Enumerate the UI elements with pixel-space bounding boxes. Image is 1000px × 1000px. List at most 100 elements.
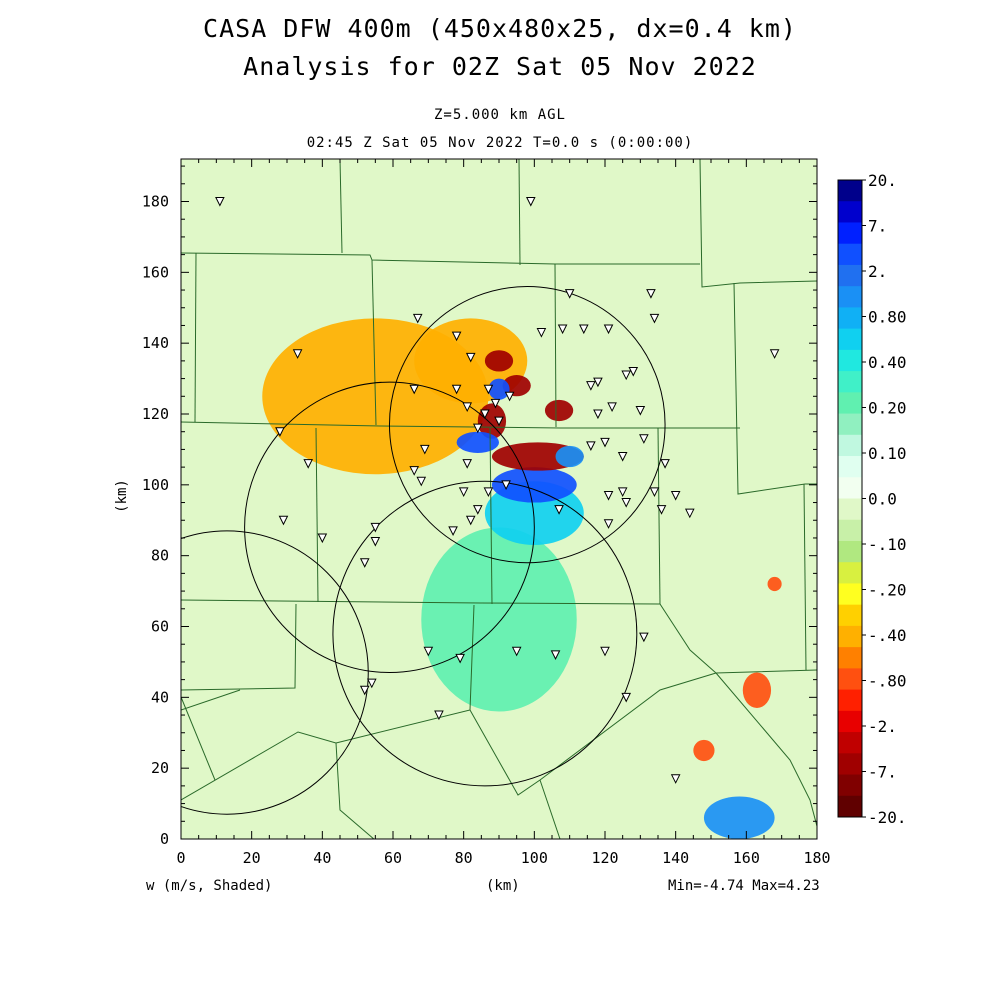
station-marker [465, 515, 476, 526]
chart-title: CASA DFW 400m (450x480x25, dx=0.4 km) [203, 14, 797, 43]
station-marker [670, 490, 681, 501]
station-marker [621, 498, 632, 508]
minmax-label: Min=-4.74 Max=4.23 [668, 878, 820, 894]
colorbar-label: -.80 [868, 672, 907, 691]
station-marker [635, 405, 646, 416]
field-label: w (m/s, Shaded) [146, 878, 273, 894]
station-marker [501, 480, 511, 490]
axis-ticks: 0 20 40 60 80 100 120 140 160 180 0 20 40 60 80 100 120 1… [142, 159, 831, 867]
station-marker [419, 444, 430, 455]
x-tick-label: 20 [243, 849, 261, 867]
station-marker [458, 487, 469, 498]
colorbar-swatch [838, 668, 862, 691]
station-marker [600, 646, 610, 657]
x-tick-label: 60 [384, 849, 402, 867]
station-marker [409, 384, 420, 395]
station-marker [292, 349, 303, 359]
plot-area [180, 158, 818, 840]
station-marker [366, 678, 377, 689]
colorbar-swatch [838, 519, 862, 542]
station-marker [451, 331, 462, 342]
x-tick-label: 100 [521, 849, 548, 867]
y-tick-label: 140 [142, 334, 169, 352]
colorbar-swatch [838, 434, 862, 457]
station-markers [215, 197, 780, 784]
field-blob [502, 375, 531, 397]
y-tick-label: 160 [142, 263, 169, 281]
station-marker [639, 632, 649, 643]
colorbar-label: -7. [868, 763, 897, 782]
station-marker [359, 685, 370, 696]
colorbar-label: 0.80 [868, 308, 907, 327]
station-marker [603, 519, 614, 529]
x-tick-label: 80 [455, 849, 473, 867]
colorbar-swatch [838, 328, 862, 351]
colorbar-swatch [838, 307, 862, 330]
colorbar-label: 0.40 [868, 353, 907, 372]
station-marker [593, 409, 603, 420]
colorbar-swatch [838, 371, 862, 393]
field-blob [555, 445, 584, 468]
station-marker [504, 391, 515, 402]
station-marker [359, 558, 370, 568]
station-marker [554, 505, 564, 515]
station-marker [490, 398, 501, 409]
station-marker [472, 505, 483, 515]
field-blob [742, 672, 772, 708]
colorbar-label: -20. [868, 808, 907, 827]
y-tick-label: 20 [151, 759, 169, 777]
station-marker [370, 522, 381, 533]
colorbar-swatch [838, 477, 862, 499]
field-blob [488, 378, 510, 400]
colorbar: 20. 7. 2. 0.80 0.40 0.20 0.10 0.0 -.10 -.20 -.40 -.… [837, 171, 907, 827]
colorbar-label: 0.10 [868, 444, 907, 463]
station-marker [607, 402, 617, 413]
station-marker [617, 452, 628, 462]
colorbar-swatch [838, 349, 862, 372]
station-marker [550, 650, 561, 660]
radar-ring [181, 530, 369, 815]
colorbar-label: 2. [868, 262, 887, 281]
y-tick-label: 180 [142, 193, 169, 211]
station-marker [684, 508, 695, 519]
colorbar-swatch [838, 222, 862, 245]
colorbar-swatch [838, 540, 862, 563]
colorbar-swatch [838, 562, 862, 584]
colorbar-swatch [838, 180, 862, 202]
x-axis-label: (km) [486, 878, 520, 894]
y-tick-label: 80 [151, 547, 169, 565]
colorbar-label: -2. [868, 717, 897, 736]
station-marker [409, 466, 420, 476]
colorbar-label: 0.0 [868, 490, 897, 509]
station-marker [621, 370, 632, 381]
colorbar-swatch [838, 456, 862, 478]
field-blob [767, 576, 782, 592]
y-tick-label: 100 [142, 476, 169, 494]
field-blob [703, 796, 775, 839]
station-marker [536, 328, 547, 338]
station-marker [423, 646, 434, 657]
station-marker [649, 313, 660, 324]
station-marker [628, 367, 639, 377]
colorbar-label: -.20 [868, 581, 907, 600]
colorbar-swatch [838, 583, 862, 606]
colorbar-swatch [838, 753, 862, 776]
station-marker [586, 381, 596, 391]
colorbar-label: -.40 [868, 626, 907, 645]
station-marker [603, 324, 614, 335]
station-marker [448, 526, 458, 536]
station-marker [525, 197, 536, 207]
station-marker [660, 459, 670, 469]
colorbar-swatch [838, 286, 862, 308]
station-marker [462, 459, 473, 469]
x-tick-label: 140 [662, 849, 689, 867]
colorbar-swatch [838, 625, 862, 648]
station-marker [670, 774, 681, 784]
station-marker [480, 409, 490, 420]
colorbar-swatch [838, 795, 862, 818]
station-marker [617, 487, 628, 498]
time-label: 02:45 Z Sat 05 Nov 2022 T=0.0 s (0:00:00… [306, 135, 694, 151]
station-marker [593, 377, 603, 388]
y-tick-label: 0 [160, 830, 169, 848]
